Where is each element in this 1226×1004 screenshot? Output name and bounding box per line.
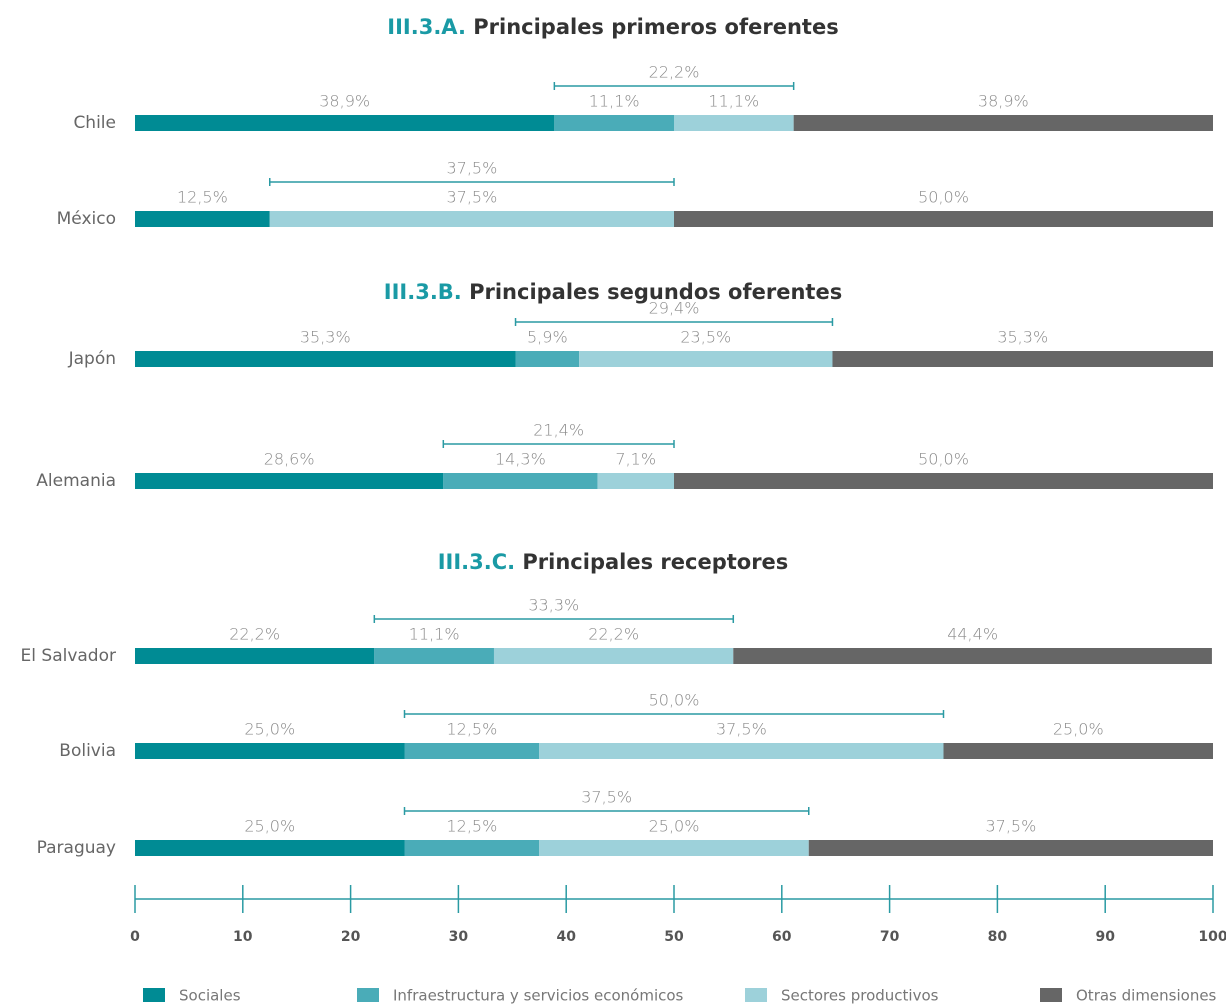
bar-segment: [374, 648, 494, 664]
bracket-label: 50,0%: [649, 691, 700, 710]
x-tick-label: 0: [130, 929, 140, 945]
bracket-label: 33,3%: [528, 596, 579, 615]
x-tick-label: 90: [1095, 929, 1115, 945]
bar-segment: [443, 473, 598, 489]
value-label: 35,3%: [997, 328, 1048, 347]
bar-segment: [832, 351, 1213, 367]
bar-segment: [674, 473, 1213, 489]
legend-label: Otras dimensiones: [1076, 987, 1217, 1004]
bar-segment: [943, 743, 1213, 759]
title-text: Principales segundos oferentes: [469, 280, 842, 304]
value-label: 37,5%: [716, 720, 767, 739]
value-label: 11,1%: [589, 92, 640, 111]
bracket-label: 37,5%: [581, 788, 632, 807]
x-tick-label: 20: [341, 929, 361, 945]
category-label: Japón: [68, 349, 116, 369]
value-label: 25,0%: [244, 720, 295, 739]
panel-title: III.3.B. Principales segundos oferentes: [384, 280, 842, 304]
bar-segment: [733, 648, 1212, 664]
bar-segment: [135, 473, 444, 489]
value-label: 50,0%: [918, 450, 969, 469]
panel-title: III.3.C. Principales receptores: [438, 550, 789, 574]
value-label: 44,4%: [947, 625, 998, 644]
bar-segment: [808, 840, 1213, 856]
bracket-label: 22,2%: [649, 63, 700, 82]
value-label: 28,6%: [264, 450, 315, 469]
bar-segment: [135, 648, 375, 664]
value-label: 7,1%: [615, 450, 656, 469]
x-tick-label: 50: [664, 929, 684, 945]
value-label: 25,0%: [244, 817, 295, 836]
x-tick-label: 10: [233, 929, 253, 945]
category-label: México: [57, 209, 116, 229]
value-label: 25,0%: [649, 817, 700, 836]
value-label: 11,1%: [409, 625, 460, 644]
bracket-label: 21,4%: [533, 421, 584, 440]
title-text: Principales receptores: [522, 550, 788, 574]
category-label: Alemania: [36, 471, 116, 491]
category-label: El Salvador: [21, 646, 116, 666]
bar-segment: [597, 473, 674, 489]
value-label: 12,5%: [177, 188, 228, 207]
value-label: 12,5%: [446, 817, 497, 836]
bar-segment: [135, 351, 516, 367]
category-label: Paraguay: [37, 838, 116, 858]
bar-segment: [539, 840, 809, 856]
value-label: 5,9%: [527, 328, 568, 347]
value-label: 14,3%: [495, 450, 546, 469]
bar-segment: [404, 840, 540, 856]
x-tick-label: 60: [772, 929, 792, 945]
bar-segment: [493, 648, 734, 664]
value-label: 38,9%: [319, 92, 370, 111]
bar-segment: [674, 115, 794, 131]
bar-segment: [579, 351, 833, 367]
bar-segment: [269, 211, 674, 227]
value-label: 22,2%: [229, 625, 280, 644]
title-text: Principales primeros oferentes: [473, 15, 838, 39]
legend-swatch: [1040, 988, 1062, 1002]
value-label: 38,9%: [978, 92, 1029, 111]
bar-segment: [135, 840, 405, 856]
title-prefix: III.3.C.: [438, 550, 515, 574]
bar-segment: [135, 211, 270, 227]
value-label: 23,5%: [680, 328, 731, 347]
bar-segment: [539, 743, 944, 759]
value-label: 25,0%: [1053, 720, 1104, 739]
legend-label: Sociales: [179, 987, 241, 1004]
x-tick-label: 100: [1198, 929, 1226, 945]
legend-swatch: [357, 988, 379, 1002]
value-label: 22,2%: [588, 625, 639, 644]
bar-segment: [793, 115, 1213, 131]
x-tick-label: 70: [880, 929, 900, 945]
x-tick-label: 30: [449, 929, 469, 945]
title-prefix: III.3.A.: [387, 15, 466, 39]
value-label: 37,5%: [985, 817, 1036, 836]
bar-segment: [135, 115, 555, 131]
legend-label: Sectores productivos: [781, 987, 939, 1004]
legend-swatch: [745, 988, 767, 1002]
bracket-label: 29,4%: [649, 299, 700, 318]
bar-segment: [515, 351, 580, 367]
bracket-label: 37,5%: [446, 159, 497, 178]
category-label: Chile: [73, 113, 116, 133]
value-label: 35,3%: [300, 328, 351, 347]
value-label: 50,0%: [918, 188, 969, 207]
legend-label: Infraestructura y servicios económicos: [393, 987, 684, 1004]
value-label: 12,5%: [446, 720, 497, 739]
bar-segment: [554, 115, 674, 131]
title-prefix: III.3.B.: [384, 280, 462, 304]
value-label: 11,1%: [708, 92, 759, 111]
bar-segment: [674, 211, 1213, 227]
category-label: Bolivia: [59, 741, 116, 761]
legend-swatch: [143, 988, 165, 1002]
x-tick-label: 80: [988, 929, 1008, 945]
panel-title: III.3.A. Principales primeros oferentes: [387, 15, 838, 39]
value-label: 37,5%: [446, 188, 497, 207]
x-tick-label: 40: [556, 929, 576, 945]
bar-segment: [135, 743, 405, 759]
bar-segment: [404, 743, 540, 759]
